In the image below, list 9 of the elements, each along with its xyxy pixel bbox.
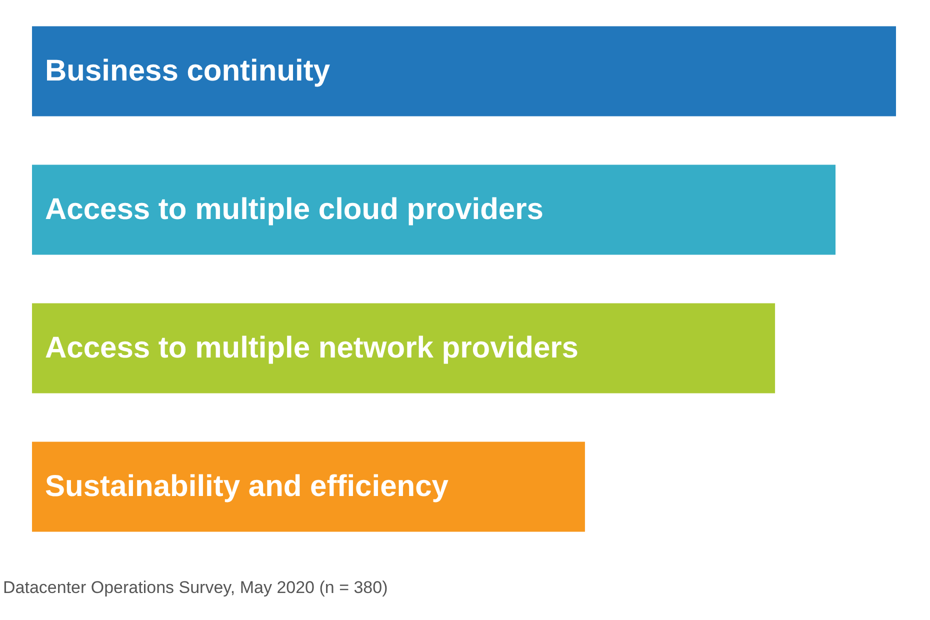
bar xyxy=(32,164,836,255)
y-tick-label: Business continuity xyxy=(45,54,330,88)
bar xyxy=(32,26,896,116)
bar xyxy=(32,303,776,394)
y-tick-label: Access to multiple network providers xyxy=(45,331,578,364)
text: Datacenter Operations Survey, May 2020 (n = 380) xyxy=(3,578,388,597)
y-tick-label: Access to multiple cloud providers xyxy=(45,192,544,226)
bar xyxy=(32,442,585,532)
y-tick-label: Sustainability and efficiency xyxy=(45,470,449,503)
